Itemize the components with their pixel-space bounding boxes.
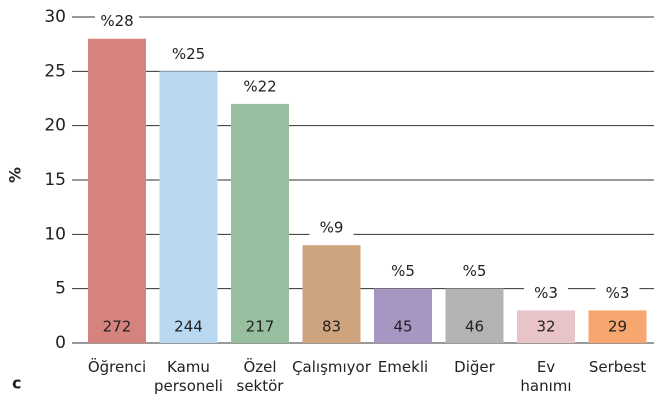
value-label: %28 <box>100 12 133 30</box>
x-tick-label: Emekli <box>378 358 428 376</box>
x-tick-label-line: Diğer <box>454 358 495 376</box>
bar <box>159 71 218 343</box>
bar <box>517 310 575 343</box>
value-label: %5 <box>463 262 487 280</box>
value-label-bg <box>595 284 640 303</box>
count-label: 272 <box>103 318 132 336</box>
x-tick-label-line: Ev <box>537 358 555 376</box>
x-tick-label-line: Serbest <box>589 358 646 376</box>
panel-label: c <box>12 374 21 393</box>
count-label: 83 <box>322 318 341 336</box>
x-tick-label-line: personeli <box>154 377 223 395</box>
y-tick-label: 30 <box>44 7 66 27</box>
value-label-bg <box>381 262 425 281</box>
bar <box>445 288 504 343</box>
y-tick-label: 20 <box>44 116 66 136</box>
count-label: 217 <box>246 318 275 336</box>
count-label: 46 <box>465 318 484 336</box>
x-tick-label: Çalışmıyor <box>292 358 372 376</box>
x-tick-label-line: hanımı <box>520 377 571 395</box>
value-label: %3 <box>534 284 558 302</box>
x-tick-label-line: Emekli <box>378 358 428 376</box>
value-label: %22 <box>243 77 276 95</box>
count-label: 32 <box>536 318 555 336</box>
y-tick-label: 10 <box>44 224 66 244</box>
x-tick-label: Özel sektör <box>237 357 285 395</box>
value-label: %5 <box>391 262 415 280</box>
y-axis-label: % <box>6 167 25 183</box>
bar <box>231 103 289 343</box>
x-tick-label-line: Özel <box>243 357 276 376</box>
x-tick-label: Öğrenci <box>88 357 146 376</box>
value-label: %25 <box>172 45 205 63</box>
bar <box>302 245 361 343</box>
y-tick-label: 5 <box>55 279 66 299</box>
y-tick-label: 15 <box>44 170 66 190</box>
value-label-bg <box>309 219 354 238</box>
y-tick-label: 25 <box>44 61 66 81</box>
value-label-bg <box>95 12 139 31</box>
x-tick-label-line: sektör <box>237 377 285 395</box>
count-label: 45 <box>393 318 412 336</box>
x-tick-label-line: Kamu <box>167 358 210 376</box>
value-label: %9 <box>320 219 344 237</box>
y-tick-label: 0 <box>55 333 66 353</box>
x-tick-label: Ev hanımı <box>520 358 571 395</box>
count-label: 244 <box>174 318 203 336</box>
count-label: 29 <box>608 318 627 336</box>
bar <box>374 288 432 343</box>
bar <box>588 310 647 343</box>
value-label-bg <box>524 284 568 303</box>
value-label-bg <box>452 262 497 281</box>
value-label-bg <box>238 77 282 96</box>
value-label: %3 <box>606 284 630 302</box>
x-tick-label: Serbest <box>589 358 646 376</box>
x-tick-label: Diğer <box>454 358 495 376</box>
x-tick-label-line: Çalışmıyor <box>292 358 372 376</box>
x-tick-label-line: Öğrenci <box>88 357 146 376</box>
x-tick-label: Kamu personeli <box>154 358 223 395</box>
bar <box>88 38 146 343</box>
value-label-bg <box>166 45 211 64</box>
